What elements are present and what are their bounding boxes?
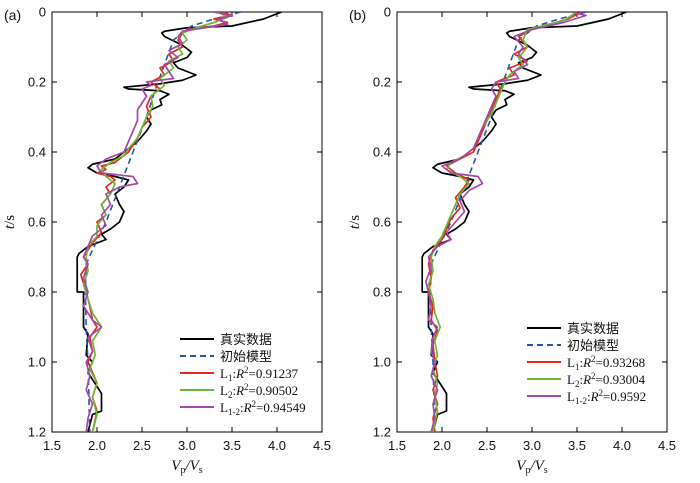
y-tick-label: 0	[384, 5, 391, 20]
series-line-2	[79, 12, 233, 432]
x-tick-label: 1.5	[388, 438, 406, 453]
y-axis-label: t/s	[2, 215, 18, 229]
series-line-2	[427, 12, 582, 432]
legend-label: 真实数据	[220, 333, 272, 348]
legend-label: 真实数据	[567, 322, 619, 337]
x-tick-label: 4.5	[658, 438, 676, 453]
series-line-1	[429, 12, 587, 432]
legend: 真实数据初始模型L1:R2=0.91237L2:R2=0.90502L1-2:R…	[180, 333, 306, 417]
panel-label: (b)	[349, 7, 366, 23]
y-tick-label: 0	[39, 5, 46, 20]
y-tick-label: 1.2	[373, 425, 391, 440]
panel-a: 1.5 2.0 2.5 3.0 3.5 4.0 4.5 0 0.2 0.4 0.6 0.8 1.0 1.2…	[2, 5, 331, 477]
x-tick-label: 2.0	[88, 438, 106, 453]
y-tick-label: 1.0	[373, 355, 391, 370]
legend-label: L1-2:R2=0.94549	[220, 399, 306, 417]
y-tick-label: 0.2	[373, 75, 391, 90]
legend-label: L2:R2=0.93004	[567, 371, 646, 389]
x-tick-label: 3.0	[523, 438, 541, 453]
legend-label: L1:R2=0.93268	[567, 354, 645, 372]
x-tick-label: 2.5	[478, 438, 496, 453]
legend-label: L2:R2=0.90502	[220, 382, 298, 400]
x-axis-label: Vp/Vs	[171, 458, 203, 476]
series-group	[76, 12, 282, 432]
y-axis-label: t/s	[347, 215, 363, 229]
legend-label: L1-2:R2=0.9592	[567, 388, 646, 406]
y-tick-label: 0.4	[373, 145, 391, 160]
x-tick-label: 2.5	[133, 438, 151, 453]
x-tick-label: 4.0	[613, 438, 631, 453]
y-tick-label: 0.2	[28, 75, 46, 90]
series-group	[421, 12, 627, 432]
x-axis-label: Vp/Vs	[516, 458, 548, 476]
y-tick-label: 1.2	[28, 425, 46, 440]
y-tick-label: 0.8	[28, 285, 46, 300]
x-tick-label: 2.0	[433, 438, 451, 453]
series-line-4	[82, 12, 233, 432]
series-line-3	[427, 12, 578, 432]
legend-label: 初始模型	[220, 350, 272, 365]
panel-b: 1.5 2.0 2.5 3.0 3.5 4.0 4.5 0 0.2 0.4 0.6 0.8 1.0 1.2…	[347, 5, 676, 477]
y-tick-label: 0.4	[28, 145, 46, 160]
series-line-4	[424, 12, 587, 432]
panel-label: (a)	[4, 7, 21, 23]
y-tick-label: 1.0	[28, 355, 46, 370]
x-tick-label: 4.5	[313, 438, 331, 453]
x-tick-label: 1.5	[43, 438, 61, 453]
y-tick-label: 0.6	[28, 215, 46, 230]
x-tick-label: 3.5	[223, 438, 241, 453]
y-tick-label: 0.6	[373, 215, 391, 230]
legend-label: L1:R2=0.91237	[220, 365, 299, 383]
x-tick-label: 4.0	[268, 438, 286, 453]
x-tick-label: 3.0	[178, 438, 196, 453]
legend-label: 初始模型	[567, 339, 619, 354]
legend: 真实数据初始模型L1:R2=0.93268L2:R2=0.93004L1-2:R…	[527, 322, 646, 406]
x-tick-label: 3.5	[568, 438, 586, 453]
y-tick-label: 0.8	[373, 285, 391, 300]
